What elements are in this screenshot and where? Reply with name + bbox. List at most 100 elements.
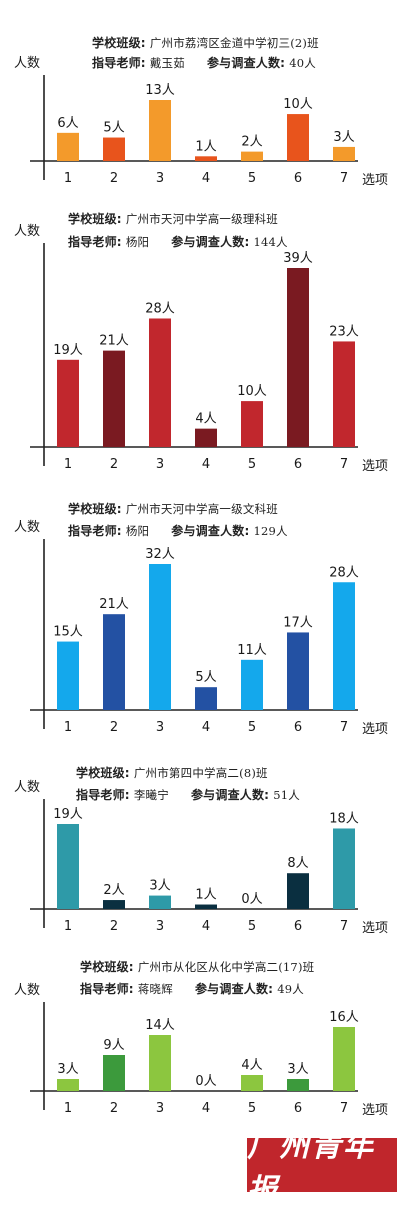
x-tick-label: 7 xyxy=(340,919,348,934)
count-value: 49人 xyxy=(277,982,304,996)
bar-chart-2: 人数 19人 1 21人 2 28人 3 4人 4 10人 5 39人 6 23人 7 选项 xyxy=(14,224,388,474)
teacher-line: 指导老师: 杨阳 参与调查人数: 129人 xyxy=(68,522,288,539)
bar xyxy=(149,1035,171,1091)
bar xyxy=(149,100,171,161)
x-tick-label: 3 xyxy=(156,1101,164,1116)
school-line: 学校班级: 广州市第四中学高二(8)班 xyxy=(76,764,268,781)
teacher-label: 指导老师: xyxy=(76,788,130,802)
bar xyxy=(57,641,79,710)
y-axis-label: 人数 xyxy=(14,780,40,795)
x-tick-label: 4 xyxy=(202,1101,210,1116)
bar xyxy=(149,564,171,710)
school-label: 学校班级: xyxy=(68,502,122,516)
bar xyxy=(241,1075,263,1091)
school-name: 广州市天河中学高一级理科班 xyxy=(125,212,278,226)
bar-chart-5: 人数 3人 1 9人 2 14人 3 0人 4 4人 5 3人 6 16人 7 选项 xyxy=(14,983,388,1118)
bar xyxy=(333,1027,355,1091)
x-tick-label: 5 xyxy=(248,457,256,472)
bar xyxy=(103,1055,125,1091)
x-tick-label: 2 xyxy=(110,171,118,186)
school-line: 学校班级: 广州市天河中学高一级文科班 xyxy=(68,500,278,517)
count-value: 129人 xyxy=(253,524,288,538)
teacher-line: 指导老师: 杨阳 参与调查人数: 144人 xyxy=(68,233,288,250)
bar-value-label: 10人 xyxy=(283,97,313,112)
x-tick-label: 1 xyxy=(64,171,72,186)
bar-value-label: 21人 xyxy=(99,334,129,349)
bar xyxy=(195,428,217,447)
y-axis-label: 人数 xyxy=(14,983,40,998)
teacher-label: 指导老师: xyxy=(80,982,134,996)
x-tick-label: 2 xyxy=(110,1101,118,1116)
bar-value-label: 3人 xyxy=(333,130,354,145)
count-label: 参与调查人数: xyxy=(206,56,286,70)
x-tick-label: 4 xyxy=(202,720,210,735)
x-tick-label: 3 xyxy=(156,171,164,186)
bar-value-label: 11人 xyxy=(237,643,267,658)
bar-value-label: 8人 xyxy=(287,856,308,871)
count-value: 51人 xyxy=(273,788,300,802)
x-tick-label: 2 xyxy=(110,457,118,472)
bar xyxy=(287,1079,309,1091)
teacher-name: 戴玉茹 xyxy=(149,56,185,70)
bar xyxy=(333,341,355,447)
bar-value-label: 0人 xyxy=(241,892,262,907)
bar xyxy=(103,350,125,447)
x-tick-label: 6 xyxy=(294,919,302,934)
bar xyxy=(103,614,125,710)
bar-value-label: 39人 xyxy=(283,251,313,266)
count-value: 40人 xyxy=(289,56,316,70)
school-label: 学校班级: xyxy=(68,212,122,226)
x-axis-label: 选项 xyxy=(362,1103,388,1118)
school-name: 广州市天河中学高一级文科班 xyxy=(125,502,278,516)
x-tick-label: 7 xyxy=(340,171,348,186)
bar-value-label: 1人 xyxy=(195,888,216,903)
bar xyxy=(287,632,309,710)
bar-value-label: 13人 xyxy=(145,83,175,98)
x-tick-label: 5 xyxy=(248,171,256,186)
teacher-line: 指导老师: 蒋晓辉 参与调查人数: 49人 xyxy=(80,980,304,997)
bar-value-label: 3人 xyxy=(149,879,170,894)
bar-value-label: 23人 xyxy=(329,324,359,339)
bar-value-label: 15人 xyxy=(53,625,83,640)
bar-chart-1: 人数 6人 1 5人 2 13人 3 1人 4 2人 5 10人 6 3人 7 选项 xyxy=(14,56,388,188)
school-name: 广州市从化区从化中学高二(17)班 xyxy=(137,960,315,974)
bar-value-label: 6人 xyxy=(57,116,78,131)
x-tick-label: 7 xyxy=(340,720,348,735)
x-tick-label: 5 xyxy=(248,720,256,735)
y-axis-label: 人数 xyxy=(14,56,40,71)
bar xyxy=(57,132,79,161)
school-label: 学校班级: xyxy=(76,766,130,780)
teacher-label: 指导老师: xyxy=(68,235,122,249)
x-tick-label: 1 xyxy=(64,1101,72,1116)
bar xyxy=(241,401,263,447)
teacher-label: 指导老师: xyxy=(68,524,122,538)
x-tick-label: 1 xyxy=(64,720,72,735)
bar xyxy=(287,268,309,447)
x-tick-label: 6 xyxy=(294,1101,302,1116)
bar-value-label: 2人 xyxy=(241,135,262,150)
x-tick-label: 4 xyxy=(202,919,210,934)
bar xyxy=(287,114,309,161)
bar-value-label: 16人 xyxy=(329,1010,359,1025)
x-tick-label: 6 xyxy=(294,720,302,735)
bar-value-label: 28人 xyxy=(145,301,175,316)
bar-value-label: 4人 xyxy=(195,412,216,427)
bar-chart-4: 人数 19人 1 2人 2 3人 3 1人 4 0人 5 8人 6 18人 7 选项 xyxy=(14,780,388,936)
teacher-name: 杨阳 xyxy=(125,235,150,249)
school-label: 学校班级: xyxy=(92,36,146,50)
bar-value-label: 19人 xyxy=(53,807,83,822)
x-tick-label: 7 xyxy=(340,1101,348,1116)
count-label: 参与调查人数: xyxy=(171,235,250,249)
bar-value-label: 1人 xyxy=(195,139,216,154)
school-line: 学校班级: 广州市荔湾区金道中学初三(2)班 xyxy=(92,34,319,51)
bar-value-label: 21人 xyxy=(99,597,129,612)
bar-value-label: 32人 xyxy=(145,547,175,562)
x-tick-label: 4 xyxy=(202,457,210,472)
teacher-line: 指导老师: 戴玉茹 参与调查人数: 40人 xyxy=(92,54,316,71)
x-tick-label: 3 xyxy=(156,720,164,735)
y-axis-label: 人数 xyxy=(14,224,40,239)
x-tick-label: 4 xyxy=(202,171,210,186)
bar-value-label: 0人 xyxy=(195,1074,216,1089)
bar-value-label: 4人 xyxy=(241,1058,262,1073)
bar-value-label: 14人 xyxy=(145,1018,175,1033)
